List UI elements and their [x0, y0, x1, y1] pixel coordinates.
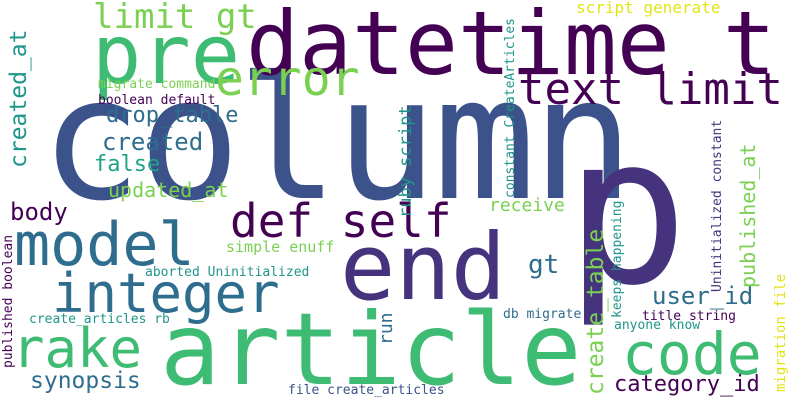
word-keeps-happening: keeps happening — [610, 200, 625, 318]
word-db-migrate: db migrate — [503, 307, 582, 322]
word-synopsis: synopsis — [30, 368, 141, 394]
word-receive: receive — [489, 195, 565, 216]
word-false: false — [94, 152, 161, 177]
word-gt: gt — [528, 250, 560, 280]
word-text-limit: text limit — [518, 64, 783, 115]
word-file-create-articles: file create_articles — [288, 383, 445, 398]
word-limit-gt: limit gt — [93, 0, 257, 37]
word-article: article — [160, 291, 582, 400]
word-created: created — [102, 128, 204, 156]
word-run: run — [376, 312, 397, 345]
word-constant-createarticles: constant CreateArticles — [503, 17, 518, 198]
word-migration-file: migration file — [773, 273, 789, 392]
word-updated-at: updated_at — [108, 178, 229, 202]
word-rake: rake — [12, 317, 143, 380]
word-integer: integer — [52, 262, 280, 325]
word-title-string: title string — [642, 309, 736, 324]
word-created-at: created_at — [6, 29, 32, 168]
word-code: code — [622, 320, 762, 388]
word-uninitialized-constant: Uninitialized constant — [710, 119, 725, 292]
word-body: body — [10, 198, 68, 226]
word-aborted-uninitialized: aborted Uninitialized — [145, 265, 310, 280]
word-p: p — [565, 93, 689, 331]
word-ruby-script: ruby script — [396, 105, 416, 218]
word-end: end — [340, 214, 507, 321]
word-simple-enuff: simple enuff — [226, 238, 335, 256]
word-published-at: published_at — [736, 143, 760, 289]
word-published-boolean: published boolean — [1, 234, 16, 368]
word-def-self: def self — [230, 194, 452, 248]
word-anyone-know: anyone know — [614, 318, 701, 333]
word-migrate-command: migrate command — [98, 77, 216, 92]
word-create-table: create_table — [583, 228, 609, 395]
word-drop-table: drop_table — [106, 103, 239, 128]
word-create-articles-rb: create_articles rb — [29, 312, 170, 327]
word-user-id: user_id — [652, 282, 754, 310]
word-category-id: category_id — [614, 372, 760, 397]
word-pre: pre — [92, 8, 241, 103]
word-error: error — [215, 51, 360, 107]
word-script-generate: script generate — [576, 0, 721, 17]
word-datetime-t: datetime t — [246, 0, 776, 95]
word-boolean-default: boolean default — [98, 93, 216, 108]
word-model: model — [14, 210, 195, 280]
word-column: column — [40, 41, 634, 239]
